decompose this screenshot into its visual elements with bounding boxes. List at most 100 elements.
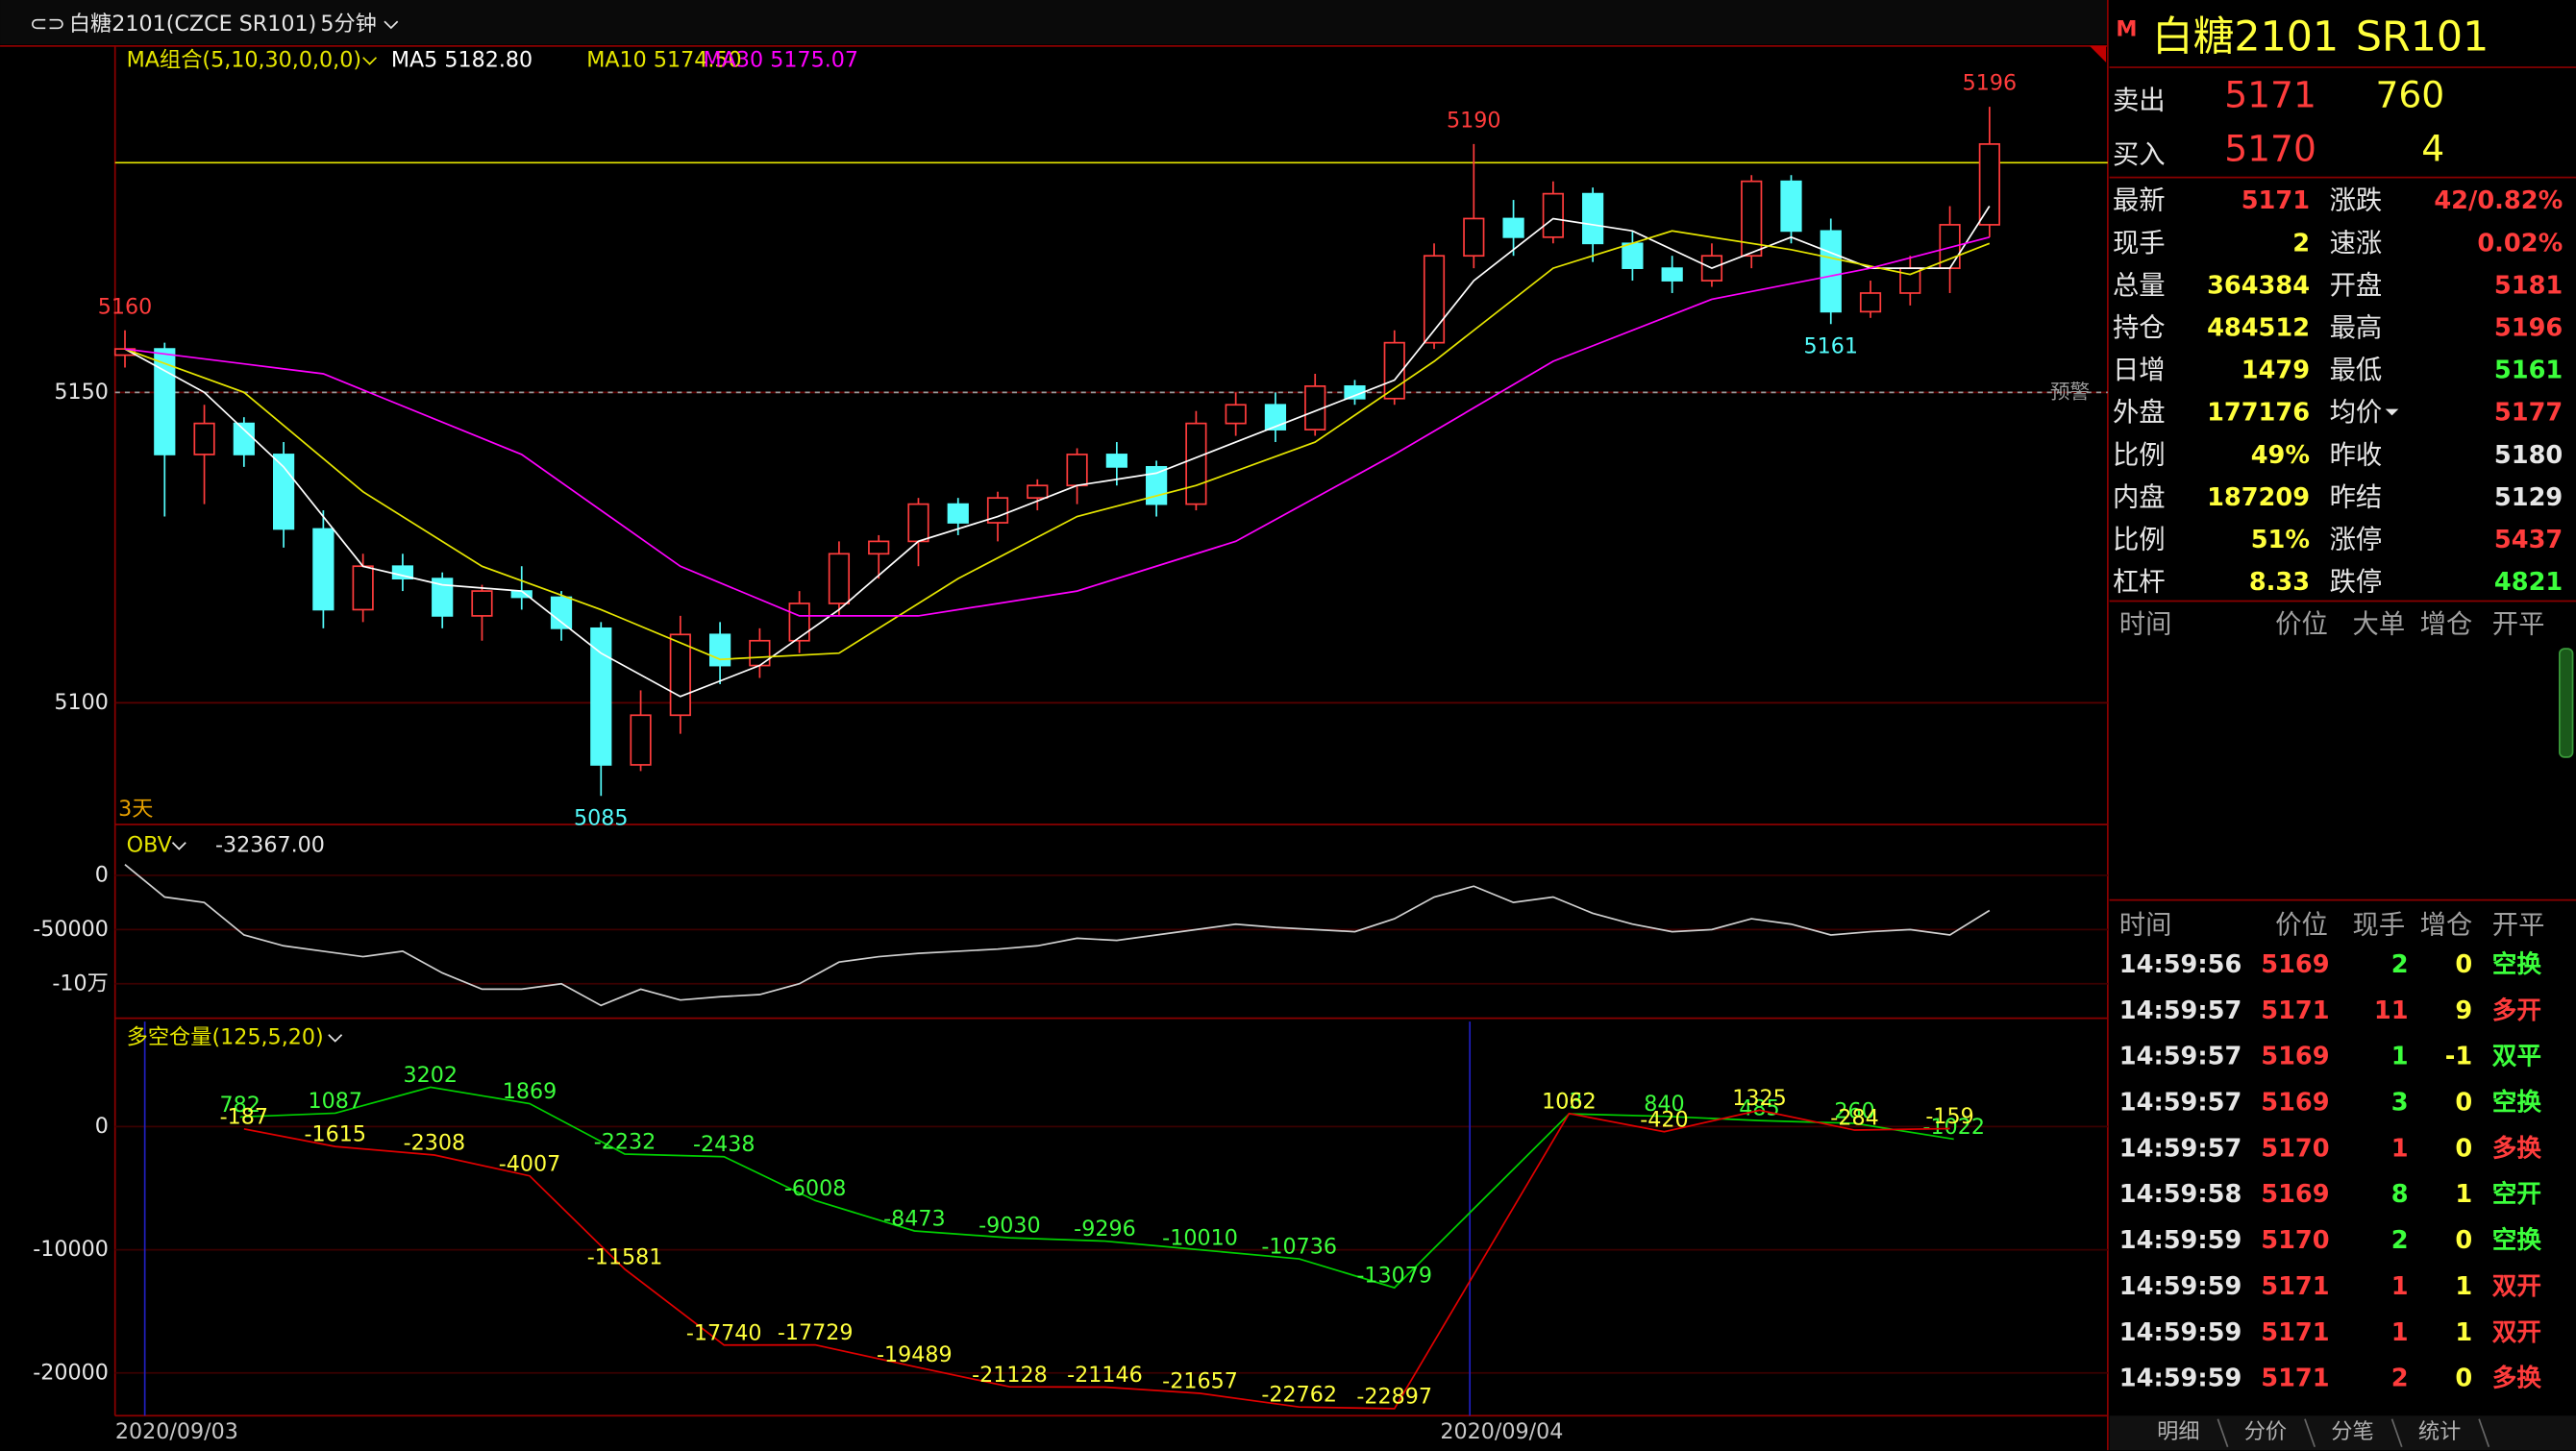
- trade-cell: 14:59:58: [2119, 1180, 2242, 1209]
- avg-arrow: [2385, 408, 2399, 416]
- y-tick-label: -50000: [33, 917, 109, 942]
- tab[interactable]: 分笔: [2331, 1419, 2373, 1444]
- legend-entry: MA5 5182.80: [391, 48, 533, 73]
- y-tick-label: 0: [95, 862, 109, 887]
- candle-body: [1066, 454, 1088, 487]
- value-label: -17729: [778, 1320, 854, 1345]
- column-header: 增仓: [2420, 910, 2473, 940]
- candle-body: [193, 422, 215, 455]
- ask-label: 卖出: [2113, 86, 2166, 115]
- candle-body: [630, 714, 652, 766]
- trade-cell: 14:59:57: [2119, 996, 2242, 1025]
- ma-line: [124, 206, 1991, 698]
- stat-value: 5181: [2494, 271, 2563, 300]
- bid-volume: 4: [2421, 128, 2444, 170]
- quote-name: 白糖2101: [2152, 13, 2339, 61]
- legend-arrow[interactable]: [171, 842, 186, 850]
- stat-label: 比例: [2113, 525, 2166, 554]
- bid-label: 买入: [2113, 140, 2166, 170]
- bid-price: 5170: [2224, 128, 2316, 170]
- candle-body: [947, 503, 969, 524]
- x-tick-label: 2020/09/03: [115, 1419, 238, 1444]
- candle-body: [550, 596, 573, 629]
- y-tick-label: -20000: [33, 1360, 109, 1385]
- stat-label: 杠杆: [2113, 568, 2166, 598]
- y-tick-label: -10万: [52, 971, 108, 996]
- period-arrow[interactable]: [384, 20, 399, 30]
- trade-cell: 1: [2391, 1318, 2409, 1347]
- column-header: 时间: [2119, 910, 2172, 940]
- stat-value: 5129: [2494, 483, 2563, 512]
- column-header: 开平: [2492, 610, 2545, 640]
- value-label: -10736: [1261, 1235, 1337, 1260]
- value-label: 1062: [1542, 1089, 1597, 1114]
- trade-cell: 1: [2455, 1272, 2472, 1301]
- stat-value: 5196: [2494, 314, 2563, 343]
- candle-body: [1463, 217, 1485, 258]
- column-header: 价位: [2275, 910, 2328, 940]
- value-label: 1032: [1542, 1090, 1597, 1115]
- column-header: 大单: [2353, 610, 2406, 640]
- stat-label: 现手: [2113, 229, 2166, 258]
- trade-cell: 14:59:57: [2119, 1043, 2242, 1071]
- legend-arrow[interactable]: [362, 57, 378, 65]
- column-header: 时间: [2119, 610, 2172, 640]
- value-label: 1869: [503, 1079, 557, 1104]
- tab[interactable]: 统计: [2418, 1419, 2461, 1444]
- toolbar-title: 白糖2101(CZCE SR101): [69, 12, 316, 37]
- value-label: -9296: [1074, 1217, 1136, 1242]
- tab-divider: [2217, 1418, 2229, 1448]
- trade-cell: 双开: [2492, 1318, 2541, 1347]
- stat-label: 比例: [2113, 440, 2166, 470]
- stat-label: 总量: [2113, 271, 2166, 301]
- scrollbar[interactable]: [2558, 648, 2574, 758]
- candle-body: [1859, 292, 1882, 313]
- y-tick-label: 5100: [54, 690, 109, 715]
- price-marker: 5160: [98, 294, 153, 319]
- column-header: 现手: [2353, 910, 2406, 940]
- trade-cell: 14:59:57: [2119, 1089, 2242, 1118]
- candle-body: [1978, 143, 2000, 226]
- trade-cell: 5169: [2261, 1089, 2329, 1118]
- candle-body: [1225, 404, 1247, 425]
- candle-body: [272, 454, 295, 530]
- period-select[interactable]: 5分钟: [320, 12, 377, 37]
- stat-value: 8.33: [2249, 568, 2310, 597]
- trade-cell: 14:59:56: [2119, 950, 2242, 979]
- candle-body: [233, 422, 255, 455]
- y-tick-label: 5150: [54, 380, 109, 405]
- ask-volume: 760: [2375, 73, 2444, 115]
- trade-cell: 3: [2391, 1089, 2409, 1118]
- value-label: -22762: [1261, 1383, 1337, 1408]
- stat-value: 5171: [2242, 186, 2310, 215]
- candle-body: [154, 348, 176, 455]
- stat-value: 5437: [2494, 526, 2563, 554]
- value-label: -4007: [499, 1151, 561, 1176]
- tab[interactable]: 分价: [2244, 1419, 2287, 1444]
- tab-bar-bg: [2109, 1415, 2576, 1451]
- legend-arrow[interactable]: [328, 1034, 343, 1043]
- tab[interactable]: 明细: [2157, 1419, 2199, 1444]
- value-label: -21657: [1162, 1369, 1238, 1394]
- stat-value: 42/0.82%: [2434, 186, 2563, 215]
- stat-label: 速涨: [2330, 229, 2383, 258]
- trade-cell: 0: [2455, 1365, 2472, 1393]
- stat-value: 484512: [2207, 314, 2310, 343]
- legend-entry: MA10 5174.50: [586, 48, 741, 73]
- value-label: -10010: [1162, 1225, 1238, 1250]
- trade-cell: 1: [2391, 1272, 2409, 1301]
- legend-title: OBV: [127, 833, 172, 858]
- stat-label: 涨跌: [2330, 186, 2383, 216]
- value-label: 3202: [404, 1063, 458, 1088]
- candle-body: [669, 633, 691, 717]
- stat-value: 364384: [2207, 271, 2310, 300]
- link-icon[interactable]: ⊂⊃: [30, 12, 65, 37]
- candle-body: [1661, 267, 1683, 282]
- price-marker: 5161: [1804, 334, 1859, 359]
- candle-body: [709, 633, 731, 667]
- value-label: -1615: [304, 1122, 366, 1147]
- value-label: -22897: [1356, 1384, 1432, 1409]
